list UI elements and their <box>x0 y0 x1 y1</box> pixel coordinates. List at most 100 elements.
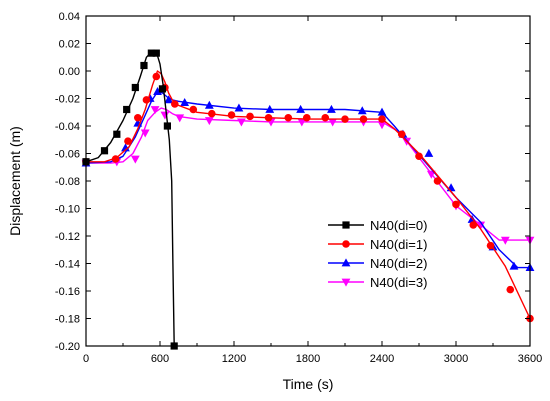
series-1-point <box>124 137 132 145</box>
series-1-point <box>486 241 495 250</box>
y-tick-label: 0.02 <box>59 39 80 51</box>
legend-item-2: N40(di=2) <box>328 256 427 271</box>
series-3-point <box>500 236 510 245</box>
series-2-point <box>164 95 174 104</box>
series-3-point <box>204 117 214 126</box>
series-1-point <box>134 113 142 122</box>
series-2-point <box>153 87 162 96</box>
x-tick-label: 1800 <box>296 353 320 365</box>
series-1-point <box>227 111 236 119</box>
axis-ticks: 0 600 1200 1800 2400 3000 3600 -0.20 -0.18 -0.16 -… <box>55 11 542 365</box>
series-1-point <box>378 115 386 123</box>
x-tick-label: 3000 <box>444 353 468 365</box>
series-0-point <box>100 147 109 155</box>
y-tick-label: -0.16 <box>55 286 80 298</box>
series-3-point <box>140 129 150 138</box>
series-2-point <box>180 98 190 107</box>
series-2-point <box>327 104 336 113</box>
series-3-point <box>130 155 140 164</box>
legend-label: N40(di=3) <box>370 275 427 290</box>
series-2-point <box>234 103 244 112</box>
series-0-point <box>158 85 167 93</box>
series-1-point <box>469 221 478 229</box>
series-0-point <box>131 83 139 92</box>
series-3 <box>81 106 535 245</box>
series-0-point <box>152 49 160 57</box>
series-2-point <box>377 107 387 116</box>
y-axis-title: Displacement (m) <box>7 126 23 236</box>
series-1 <box>82 70 534 323</box>
x-tick-label: 2400 <box>370 353 394 365</box>
series-1-point <box>152 72 161 81</box>
legend-label: N40(di=1) <box>370 237 427 252</box>
series-2-point <box>424 148 434 157</box>
legend-item-1: N40(di=1) <box>328 237 427 252</box>
series-1-point <box>208 109 216 118</box>
y-tick-label: 0.00 <box>59 66 80 78</box>
x-axis-title: Time (s) <box>283 376 334 392</box>
series-1-point <box>506 285 515 294</box>
series-2-point <box>509 261 519 270</box>
series-1-point <box>284 113 293 122</box>
y-tick-label: -0.18 <box>55 314 80 326</box>
series-3-point <box>476 221 486 230</box>
legend-label: N40(di=0) <box>370 218 427 233</box>
series-2-point <box>296 104 305 113</box>
series-1-point <box>397 130 406 139</box>
series-1-point <box>171 100 179 108</box>
series-1-point <box>264 113 273 122</box>
series-3-point <box>297 118 307 127</box>
series-2-point <box>357 106 367 115</box>
y-tick-label: -0.14 <box>55 259 80 271</box>
series-3-point <box>237 118 246 127</box>
legend-label: N40(di=2) <box>370 256 427 271</box>
x-tick-label: 0 <box>83 353 89 365</box>
series-2-point <box>121 143 130 152</box>
y-tick-label: -0.04 <box>55 121 80 133</box>
legend-marker <box>341 258 351 267</box>
x-tick-label: 3600 <box>518 353 542 365</box>
series-0-point <box>147 49 155 57</box>
y-tick-label: -0.06 <box>55 149 80 161</box>
series-1-point <box>302 113 311 122</box>
x-tick-label: 1200 <box>222 353 246 365</box>
series-0-point <box>140 61 148 70</box>
legend: N40(di=0) N40(di=1) N40(di=2) N40(di=3) <box>328 218 427 290</box>
y-tick-label: -0.12 <box>55 231 80 243</box>
y-tick-label: 0.04 <box>59 11 80 23</box>
series-3-point <box>328 118 338 127</box>
series-0-point <box>163 122 171 130</box>
series-1-point <box>341 115 349 123</box>
legend-marker <box>342 240 350 248</box>
series-1-point <box>415 152 423 161</box>
series-1-point <box>452 200 460 209</box>
series-0-point <box>123 105 131 114</box>
y-tick-label: -0.10 <box>55 204 80 216</box>
series-0-line <box>85 51 175 347</box>
series-1-point <box>142 96 151 104</box>
y-tick-label: -0.20 <box>55 341 80 353</box>
series-1-point <box>359 115 368 123</box>
y-tick-label: -0.08 <box>55 176 80 188</box>
series-3-line <box>86 107 530 241</box>
x-tick-label: 600 <box>151 353 169 365</box>
plot-content <box>81 49 535 350</box>
series-1-point <box>111 155 120 163</box>
series-3-point <box>426 170 436 179</box>
series-3-point <box>377 121 387 130</box>
series-3-point <box>150 106 160 115</box>
y-tick-label: -0.02 <box>55 94 80 106</box>
series-1-point <box>321 113 330 122</box>
series-1-point <box>433 177 442 185</box>
series-1-point <box>189 105 198 114</box>
series-3-point <box>175 114 185 123</box>
legend-item-0: N40(di=0) <box>328 218 427 233</box>
plot-frame <box>85 15 531 347</box>
legend-marker <box>341 278 351 287</box>
series-1-point <box>246 112 254 121</box>
series-0-point <box>113 130 121 138</box>
series-2-point <box>204 100 214 109</box>
legend-item-3: N40(di=3) <box>328 275 427 290</box>
legend-marker <box>342 221 350 229</box>
